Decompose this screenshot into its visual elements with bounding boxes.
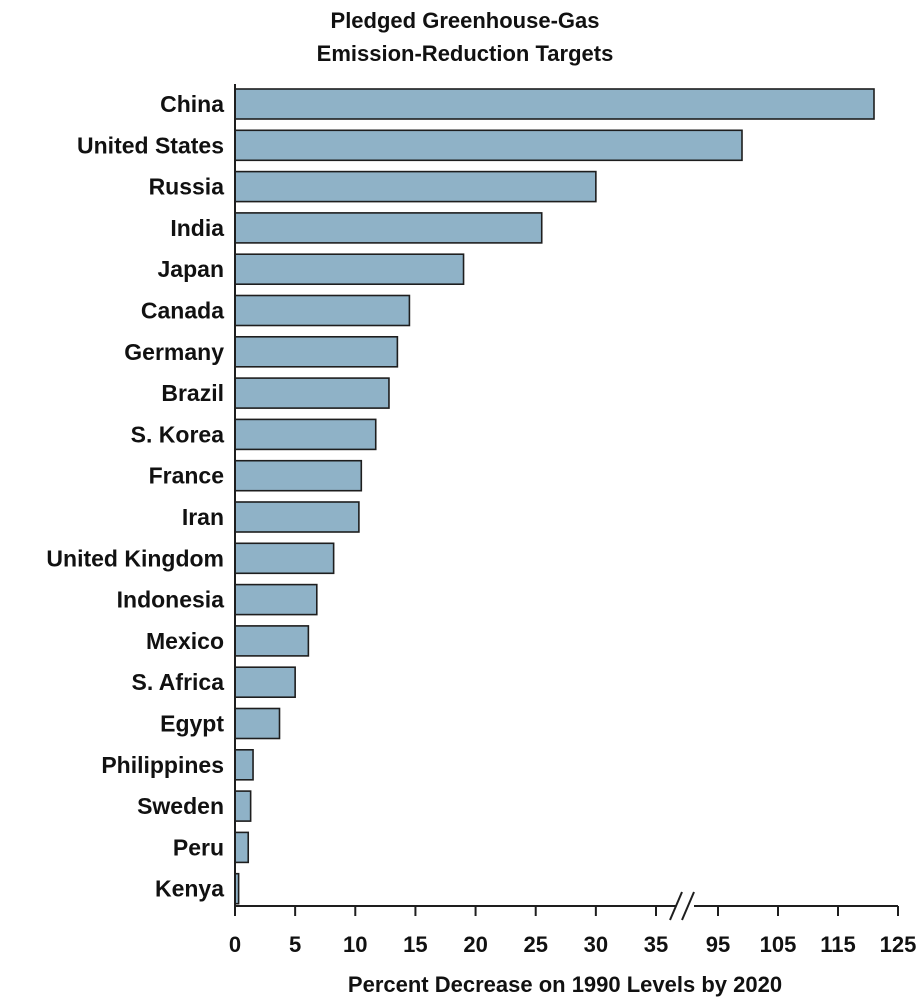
chart-title-line-2: Emission-Reduction Targets xyxy=(316,41,614,66)
bar-united-kingdom xyxy=(234,542,335,575)
axes-group xyxy=(234,84,898,921)
x-tick-label-125: 125 xyxy=(880,932,917,957)
category-label-indonesia: Indonesia xyxy=(117,587,225,613)
bar-mexico xyxy=(234,625,310,657)
category-label-kenya: Kenya xyxy=(155,876,224,902)
bar-iran xyxy=(234,501,360,533)
category-label-s-korea: S. Korea xyxy=(131,421,225,447)
category-label-iran: Iran xyxy=(182,504,224,530)
axis-break-mark-left xyxy=(669,891,683,921)
x-axis-title: Percent Decrease on 1990 Levels by 2020 xyxy=(348,972,782,997)
x-tick-label-35: 35 xyxy=(644,932,668,957)
bar-philippines xyxy=(234,748,254,781)
category-labels: China United States Russia India Japan Canada… xyxy=(46,91,224,902)
category-label-s-africa: S. Africa xyxy=(132,669,225,695)
x-tick-label-30: 30 xyxy=(584,932,608,957)
chart-title-line-1: Pledged Greenhouse-Gas xyxy=(330,8,600,33)
category-label-china: China xyxy=(160,91,224,117)
bar-china xyxy=(234,88,875,120)
bar-egypt xyxy=(234,707,281,740)
category-label-canada: Canada xyxy=(141,298,224,324)
bar-sweden xyxy=(234,790,252,822)
bar-japan xyxy=(234,253,465,285)
bar-russia xyxy=(234,170,597,203)
x-ticks: 0 5 10 15 20 25 30 35 95 105 115 125 xyxy=(229,906,916,957)
category-label-brazil: Brazil xyxy=(161,380,224,406)
bar-germany xyxy=(234,335,399,368)
category-label-philippines: Philippines xyxy=(101,752,224,778)
bar-france xyxy=(234,459,363,492)
bar-india xyxy=(234,212,543,244)
x-tick-label-5: 5 xyxy=(289,932,301,957)
chart-title: Pledged Greenhouse-Gas Emission-Reductio… xyxy=(180,4,750,70)
category-label-united-states: United States xyxy=(77,132,224,158)
bars-group xyxy=(234,88,875,905)
bar-united-states xyxy=(234,129,743,162)
bar-indonesia xyxy=(234,583,318,616)
category-label-france: France xyxy=(149,463,224,489)
x-tick-label-20: 20 xyxy=(463,932,487,957)
category-label-india: India xyxy=(170,215,224,241)
category-label-germany: Germany xyxy=(124,339,224,365)
axis-break-mark-right xyxy=(681,891,695,921)
bar-peru xyxy=(234,831,250,864)
x-tick-label-10: 10 xyxy=(343,932,367,957)
bar-brazil xyxy=(234,377,390,409)
x-tick-label-115: 115 xyxy=(820,932,856,957)
category-label-japan: Japan xyxy=(158,256,224,282)
bar-s-korea xyxy=(234,418,377,451)
x-tick-label-105: 105 xyxy=(760,932,797,957)
category-label-sweden: Sweden xyxy=(137,793,224,819)
category-label-russia: Russia xyxy=(149,174,225,200)
x-tick-label-95: 95 xyxy=(706,932,730,957)
x-tick-label-25: 25 xyxy=(523,932,547,957)
x-tick-label-15: 15 xyxy=(403,932,427,957)
bar-s-africa xyxy=(234,666,296,699)
category-label-peru: Peru xyxy=(173,834,224,860)
category-label-united-kingdom: United Kingdom xyxy=(46,545,224,571)
bar-canada xyxy=(234,294,411,327)
category-label-mexico: Mexico xyxy=(146,628,224,654)
category-label-egypt: Egypt xyxy=(160,711,224,737)
x-tick-label-0: 0 xyxy=(229,932,241,957)
